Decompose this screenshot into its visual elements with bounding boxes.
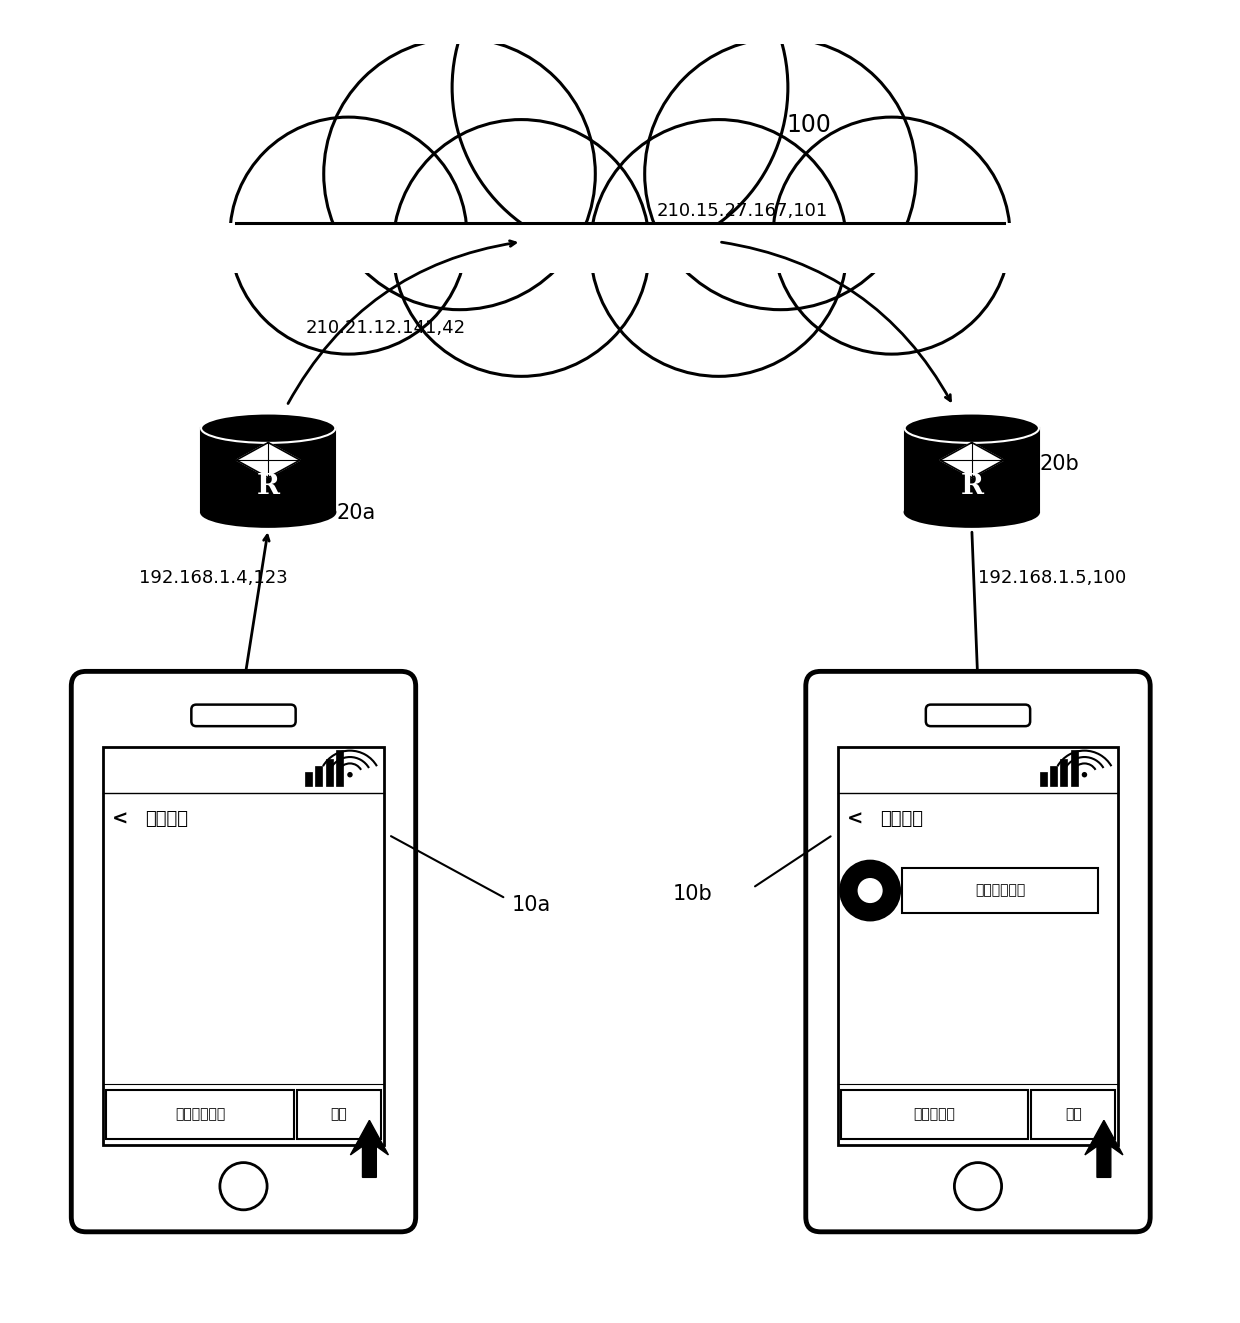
Circle shape (219, 1163, 267, 1209)
Text: 您好，在了: 您好，在了 (914, 1107, 956, 1122)
Bar (107, 1090, 294, 1139)
Bar (223, 224, 1017, 273)
Circle shape (229, 118, 467, 355)
Text: 100: 100 (786, 112, 832, 136)
Text: 您好，在吗？: 您好，在吗？ (175, 1107, 226, 1122)
Bar (1050, 766, 1056, 786)
Text: 您好，在吗？: 您好，在吗？ (976, 884, 1025, 897)
Bar (1032, 1090, 1115, 1139)
Circle shape (590, 119, 847, 376)
Text: <: < (847, 810, 863, 828)
Bar (315, 766, 322, 786)
Bar (1039, 773, 1047, 786)
Polygon shape (351, 1121, 388, 1177)
FancyBboxPatch shape (926, 705, 1030, 726)
Text: 210.15.27.167,101: 210.15.27.167,101 (657, 202, 828, 220)
Circle shape (1081, 771, 1087, 778)
Circle shape (453, 0, 787, 255)
Text: 210.21.12.141,42: 210.21.12.141,42 (305, 319, 465, 337)
Text: 好好学习: 好好学习 (145, 810, 188, 828)
Ellipse shape (201, 497, 335, 527)
FancyBboxPatch shape (71, 671, 415, 1232)
Text: 天天向上: 天天向上 (880, 810, 923, 828)
FancyBboxPatch shape (191, 705, 295, 726)
Bar (296, 1090, 381, 1139)
Circle shape (955, 1163, 1002, 1209)
Text: 192.168.1.5,100: 192.168.1.5,100 (978, 569, 1126, 587)
Text: 20b: 20b (1039, 454, 1080, 474)
Ellipse shape (905, 414, 1039, 443)
Bar (905, 429, 1039, 512)
Text: 192.168.1.4,123: 192.168.1.4,123 (139, 569, 288, 587)
Polygon shape (237, 443, 300, 478)
Ellipse shape (201, 414, 335, 443)
Circle shape (393, 119, 650, 376)
Text: R: R (257, 474, 280, 500)
Text: R: R (960, 474, 983, 500)
Ellipse shape (905, 497, 1039, 527)
Bar (1070, 750, 1078, 786)
Bar (903, 868, 1099, 913)
Circle shape (645, 38, 916, 310)
Text: 20a: 20a (336, 503, 376, 524)
Circle shape (347, 771, 352, 778)
Bar (103, 747, 383, 1146)
Text: 发送: 发送 (1065, 1107, 1081, 1122)
Circle shape (773, 118, 1011, 355)
Circle shape (841, 861, 900, 921)
Bar (838, 747, 1118, 1146)
Bar (201, 429, 335, 512)
Polygon shape (940, 443, 1003, 478)
Text: 10b: 10b (672, 884, 712, 904)
Text: 发送: 发送 (330, 1107, 347, 1122)
Circle shape (858, 878, 883, 904)
Text: <: < (112, 810, 129, 828)
Bar (1060, 758, 1068, 786)
Circle shape (324, 38, 595, 310)
Bar (326, 758, 332, 786)
Bar (305, 773, 312, 786)
Bar (336, 750, 343, 786)
Bar (841, 1090, 1028, 1139)
FancyBboxPatch shape (806, 671, 1151, 1232)
Text: 10a: 10a (512, 894, 552, 914)
Polygon shape (1085, 1121, 1123, 1177)
